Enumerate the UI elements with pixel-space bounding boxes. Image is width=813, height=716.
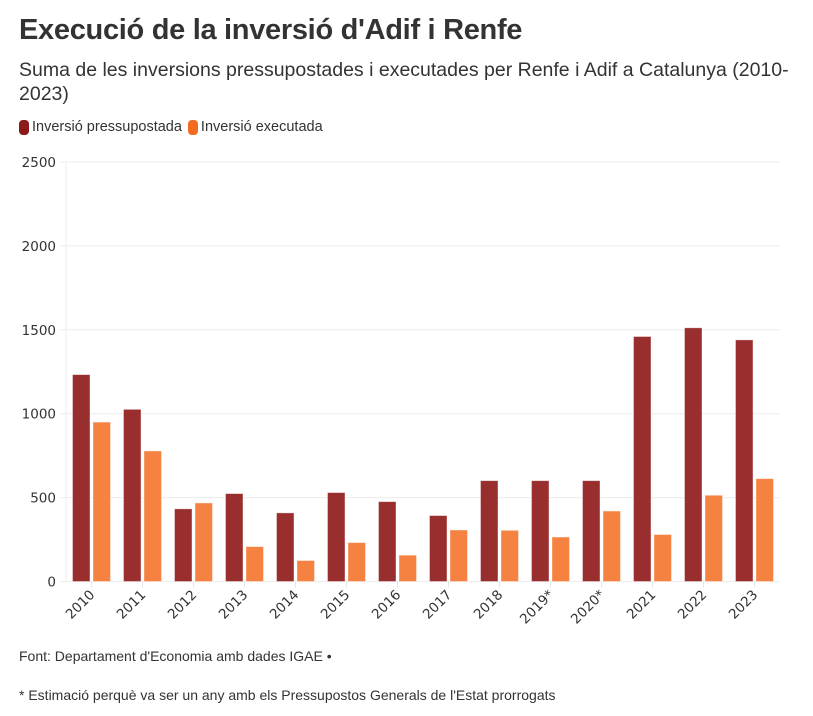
- x-tick-label: 2015: [318, 587, 354, 623]
- bar-pressupostada: [684, 327, 703, 582]
- bar-pressupostada: [735, 339, 754, 582]
- bar-pressupostada: [72, 374, 91, 582]
- x-tick-label: 2013: [216, 587, 252, 623]
- bar-pressupostada: [123, 408, 142, 582]
- legend: Inversió pressupostada Inversió executad…: [19, 119, 329, 135]
- bar-executada: [653, 534, 672, 582]
- x-tick-label: 2017: [420, 587, 456, 623]
- bar-pressupostada: [531, 480, 550, 582]
- x-tick-label: 2010: [63, 587, 99, 623]
- bar-pressupostada: [378, 501, 397, 582]
- x-tick-label: 2020*: [568, 587, 609, 628]
- bar-executada: [398, 554, 417, 582]
- bar-pressupostada: [429, 515, 448, 582]
- y-tick-label: 1000: [22, 407, 56, 423]
- y-tick-label: 0: [47, 575, 56, 591]
- x-tick-label: 2021: [624, 587, 660, 623]
- chart-title: Execució de la inversió d'Adif i Renfe: [19, 14, 523, 46]
- legend-item-pressupostada[interactable]: Inversió pressupostada: [19, 119, 182, 135]
- bars: [72, 327, 774, 582]
- source-text: Font: Departament d'Economia amb dades I…: [19, 648, 332, 664]
- bar-executada: [551, 536, 570, 582]
- bar-pressupostada: [225, 493, 244, 582]
- gridlines: [60, 161, 780, 582]
- bar-executada: [755, 478, 774, 582]
- legend-swatch-pressupostada: [19, 119, 29, 135]
- bar-pressupostada: [480, 480, 499, 582]
- bar-pressupostada: [633, 336, 652, 582]
- y-tick-label: 1500: [22, 323, 56, 339]
- y-tick-label: 2500: [22, 155, 56, 171]
- legend-label-executada: Inversió executada: [200, 119, 323, 135]
- bar-executada: [602, 510, 621, 582]
- y-axis: 0 500 1000 1500 2000 2500: [22, 155, 56, 591]
- x-tick-label: 2023: [726, 587, 762, 623]
- bar-executada: [347, 542, 366, 582]
- chart-subtitle: Suma de les inversions pressupostades i …: [19, 59, 789, 105]
- footnote-text: * Estimació perquè va ser un any amb els…: [19, 687, 556, 703]
- bar-executada: [500, 529, 519, 582]
- bar-executada: [92, 421, 111, 582]
- x-tick-label: 2011: [114, 587, 150, 623]
- bar-pressupostada: [276, 512, 295, 582]
- x-tick-label: 2022: [675, 587, 711, 623]
- legend-swatch-executada: [187, 119, 198, 135]
- x-tick-label: 2019*: [517, 587, 558, 628]
- x-tick-label: 2012: [165, 587, 201, 623]
- legend-label-pressupostada: Inversió pressupostada: [32, 119, 182, 135]
- x-axis: 2010 2011 2012 2013 2014 2015 2016 2017 2018 2019…: [63, 581, 762, 628]
- bar-executada: [704, 494, 723, 582]
- y-tick-label: 2000: [22, 239, 56, 255]
- bar-pressupostada: [582, 480, 601, 582]
- bar-executada: [194, 502, 213, 582]
- bar-executada: [245, 546, 264, 582]
- x-tick-label: 2014: [267, 587, 303, 623]
- bar-executada: [296, 560, 315, 582]
- legend-item-executada[interactable]: Inversió executada: [187, 119, 323, 135]
- bar-pressupostada: [174, 508, 193, 582]
- y-tick-label: 500: [30, 491, 56, 507]
- bar-executada: [449, 529, 468, 582]
- bar-executada: [143, 450, 162, 582]
- x-tick-label: 2016: [369, 587, 405, 623]
- x-tick-label: 2018: [471, 587, 507, 623]
- bar-pressupostada: [327, 492, 346, 582]
